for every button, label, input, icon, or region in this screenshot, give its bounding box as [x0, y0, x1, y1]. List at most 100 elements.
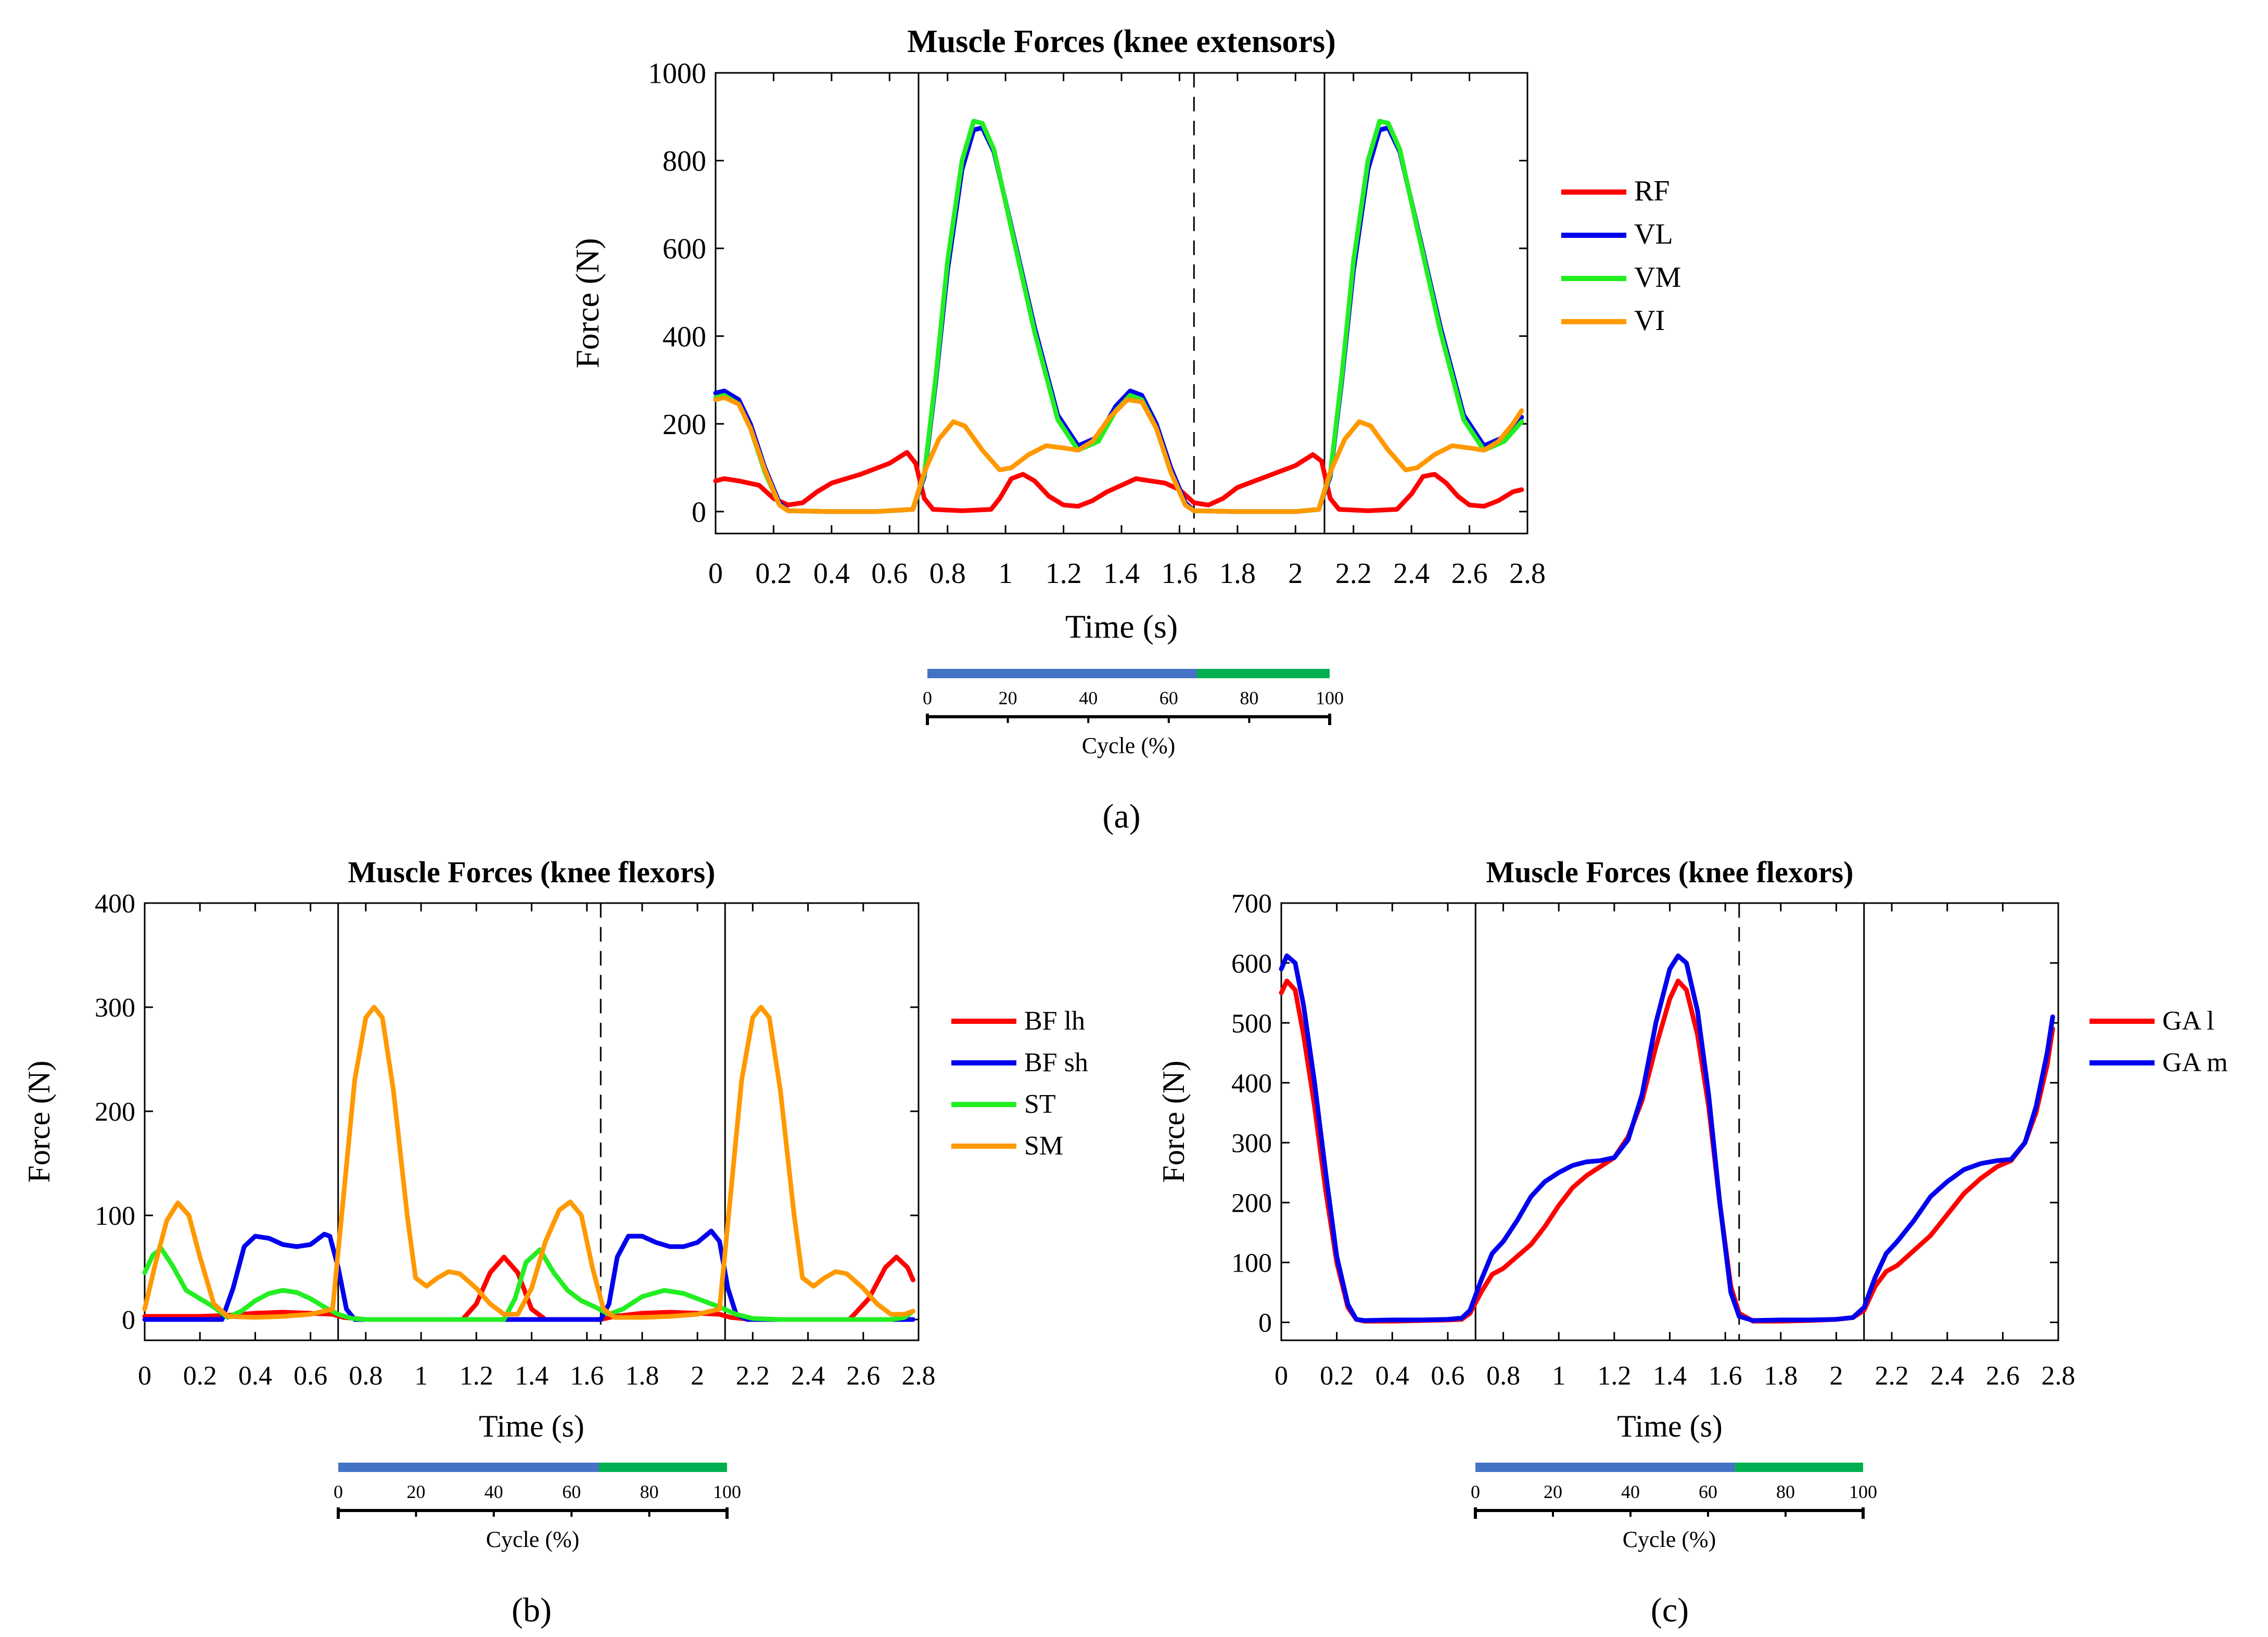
- cycle-tick-label: 40: [1621, 1481, 1640, 1502]
- x-tick-label: 1.6: [1161, 557, 1197, 590]
- y-axis-label: Force (N): [22, 1061, 56, 1183]
- cycle-bar-swing-phase: [927, 669, 1197, 678]
- x-tick-label: 2.4: [1393, 557, 1430, 590]
- legend-label: VI: [1634, 304, 1665, 337]
- series-line-vl: [713, 125, 1524, 514]
- x-tick-label: 1.6: [570, 1361, 604, 1391]
- y-tick-label: 0: [1258, 1309, 1272, 1338]
- y-tick-label: 0: [692, 496, 706, 528]
- cycle-tick-label: 40: [485, 1481, 503, 1502]
- legend-label: RF: [1634, 175, 1670, 207]
- cycle-bar-stance-phase: [1735, 1463, 1863, 1472]
- y-tick-label: 400: [1231, 1069, 1272, 1098]
- cycle-tick-label: 100: [713, 1481, 741, 1502]
- x-tick-label: 0.6: [294, 1361, 327, 1391]
- x-tick-label: 2.6: [1451, 557, 1488, 590]
- y-axis-label: Force (N): [569, 238, 606, 369]
- cycle-tick-label: 80: [640, 1481, 659, 1502]
- legend-label: SM: [1024, 1131, 1063, 1161]
- cycle-tick-label: 60: [562, 1481, 581, 1502]
- x-tick-label: 2.4: [1930, 1361, 1964, 1391]
- x-tick-label: 2: [691, 1361, 704, 1391]
- cycle-tick-label: 100: [1316, 688, 1344, 708]
- y-tick-label: 500: [1231, 1009, 1272, 1038]
- x-tick-label: 2.8: [1509, 557, 1546, 590]
- x-tick-label: 1.4: [515, 1361, 549, 1391]
- y-tick-label: 600: [1231, 949, 1272, 979]
- y-axis-label: Force (N): [1156, 1061, 1191, 1183]
- x-axis-label: Time (s): [1065, 608, 1178, 645]
- x-tick-label: 1.2: [460, 1361, 493, 1391]
- cycle-tick-label: 20: [1544, 1481, 1562, 1502]
- x-tick-label: 0.6: [1431, 1361, 1464, 1391]
- legend-label: BF lh: [1024, 1006, 1085, 1036]
- y-tick-label: 400: [95, 889, 135, 919]
- panel-b: Muscle Forces (knee flexors)010020030040…: [22, 855, 1088, 1629]
- chart-title: Muscle Forces (knee flexors): [348, 855, 716, 889]
- y-tick-label: 100: [1231, 1249, 1272, 1278]
- x-tick-label: 0: [1275, 1361, 1288, 1391]
- x-tick-label: 2.6: [846, 1361, 880, 1391]
- x-tick-label: 0.8: [929, 557, 966, 590]
- cycle-bar-swing-phase: [338, 1463, 599, 1472]
- x-tick-label: 0.4: [238, 1361, 272, 1391]
- cycle-tick-label: 80: [1240, 688, 1258, 708]
- series-line-vi: [713, 395, 1524, 514]
- legend-label: ST: [1024, 1089, 1056, 1119]
- x-tick-label: 2: [1829, 1361, 1843, 1391]
- series-line-vm: [713, 119, 1524, 514]
- x-tick-label: 0: [138, 1361, 151, 1391]
- y-tick-label: 300: [1231, 1128, 1272, 1158]
- cycle-tick-label: 60: [1699, 1481, 1717, 1502]
- cycle-bar-stance-phase: [1196, 669, 1330, 678]
- x-tick-label: 2.8: [902, 1361, 936, 1391]
- x-tick-label: 1.8: [1219, 557, 1256, 590]
- x-tick-label: 2.4: [791, 1361, 825, 1391]
- cycle-axis-label: Cycle (%): [1082, 733, 1176, 758]
- x-tick-label: 1.2: [1046, 557, 1082, 590]
- x-tick-label: 2.2: [1335, 557, 1372, 590]
- cycle-axis-label: Cycle (%): [486, 1527, 580, 1552]
- y-tick-label: 400: [662, 321, 706, 353]
- x-axis-label: Time (s): [479, 1409, 584, 1443]
- x-tick-label: 1.8: [625, 1361, 659, 1391]
- series-line-rf: [713, 450, 1524, 513]
- cycle-tick-label: 40: [1079, 688, 1098, 708]
- x-tick-label: 0.4: [1375, 1361, 1409, 1391]
- panel-label: (a): [1102, 797, 1140, 835]
- x-tick-label: 0: [708, 557, 723, 590]
- legend-label: VL: [1634, 218, 1673, 250]
- x-axis-label: Time (s): [1617, 1409, 1723, 1443]
- series-line-sm: [142, 1005, 915, 1320]
- chart-title: Muscle Forces (knee extensors): [907, 24, 1336, 59]
- x-tick-label: 1.4: [1103, 557, 1140, 590]
- cycle-tick-label: 0: [334, 1481, 343, 1502]
- x-tick-label: 2.2: [736, 1361, 770, 1391]
- x-tick-label: 0.8: [1486, 1361, 1520, 1391]
- x-tick-label: 2.6: [1986, 1361, 2020, 1391]
- x-tick-label: 1: [1552, 1361, 1565, 1391]
- x-tick-label: 0.2: [755, 557, 792, 590]
- cycle-tick-label: 80: [1776, 1481, 1795, 1502]
- x-tick-label: 1.4: [1653, 1361, 1687, 1391]
- x-tick-label: 1.2: [1597, 1361, 1631, 1391]
- legend-label: GA m: [2162, 1048, 2228, 1077]
- cycle-bar-stance-phase: [598, 1463, 727, 1472]
- cycle-axis-label: Cycle (%): [1623, 1527, 1716, 1552]
- y-tick-label: 1000: [648, 58, 706, 90]
- x-tick-label: 2.2: [1875, 1361, 1909, 1391]
- x-tick-label: 1.6: [1709, 1361, 1742, 1391]
- y-tick-label: 600: [662, 233, 706, 265]
- series-line-bf-lh: [142, 1254, 915, 1322]
- series-line-ga-l: [1279, 979, 2055, 1324]
- y-tick-label: 200: [662, 409, 706, 441]
- y-tick-label: 200: [1231, 1189, 1272, 1219]
- legend-label: GA l: [2162, 1006, 2214, 1036]
- panel-c: Muscle Forces (knee flexors)010020030040…: [1156, 855, 2228, 1629]
- cycle-tick-label: 100: [1849, 1481, 1877, 1502]
- panel-a: Muscle Forces (knee extensors)0200400600…: [569, 24, 1681, 835]
- cycle-tick-label: 0: [923, 688, 932, 708]
- cycle-bar-swing-phase: [1475, 1463, 1736, 1472]
- cycle-tick-label: 60: [1160, 688, 1178, 708]
